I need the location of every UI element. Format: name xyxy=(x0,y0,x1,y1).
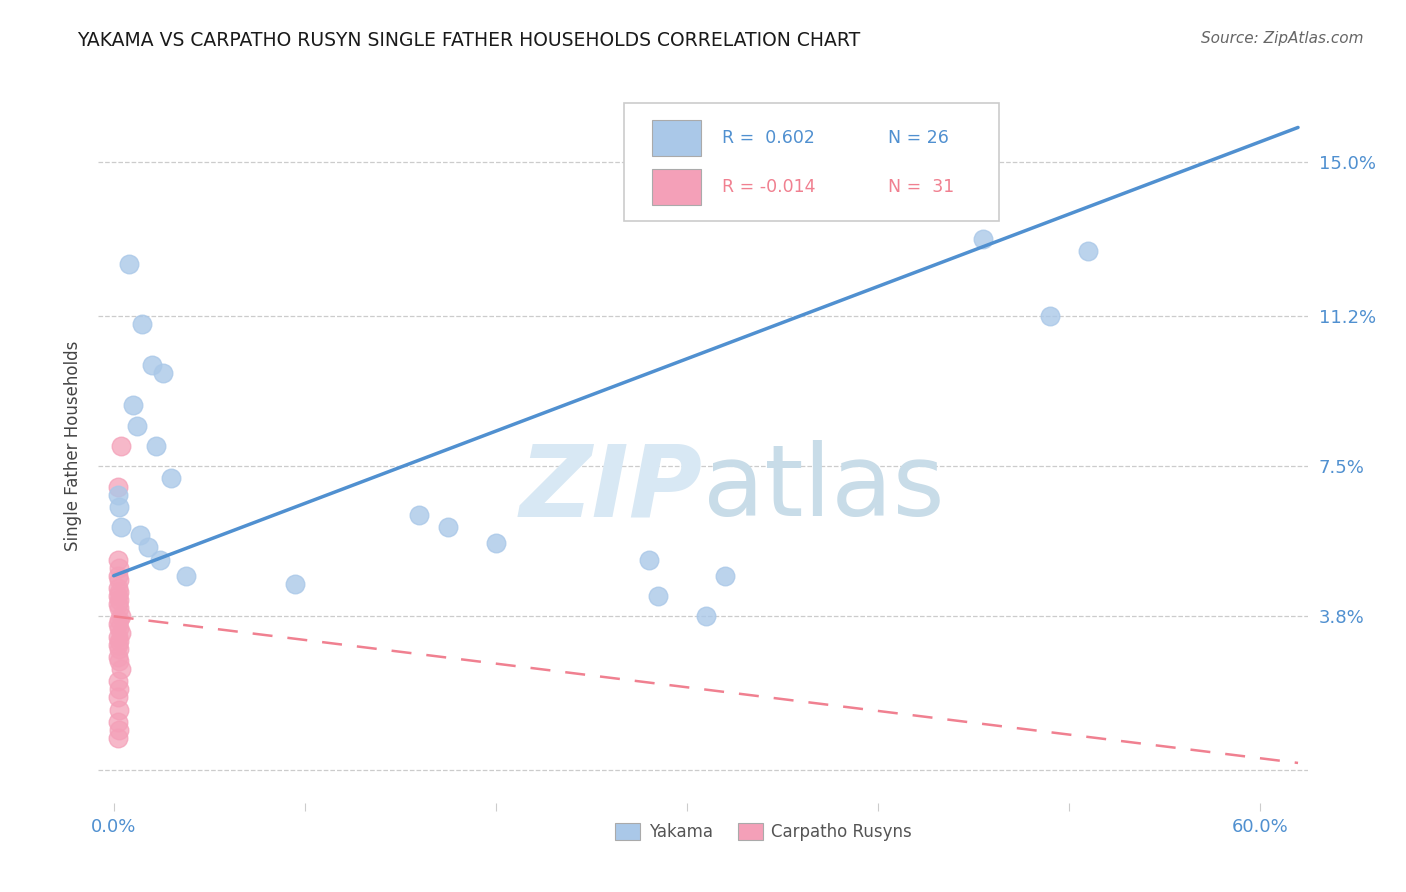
Text: YAKAMA VS CARPATHO RUSYN SINGLE FATHER HOUSEHOLDS CORRELATION CHART: YAKAMA VS CARPATHO RUSYN SINGLE FATHER H… xyxy=(77,31,860,50)
FancyBboxPatch shape xyxy=(624,103,1000,221)
Point xyxy=(110,439,132,453)
Point xyxy=(107,597,129,611)
Text: N = 26: N = 26 xyxy=(889,129,949,147)
Bar xyxy=(652,169,700,204)
Point xyxy=(695,609,717,624)
Point xyxy=(437,520,460,534)
Point xyxy=(152,366,174,380)
Point xyxy=(108,585,131,599)
Point xyxy=(108,682,131,697)
Point xyxy=(408,508,430,522)
Point xyxy=(108,613,131,627)
Point xyxy=(141,358,163,372)
Point xyxy=(647,589,669,603)
Point xyxy=(107,714,129,729)
Point xyxy=(136,541,159,555)
Point xyxy=(284,577,307,591)
Point xyxy=(174,568,197,582)
Point xyxy=(107,674,129,689)
Point xyxy=(108,500,131,514)
Point xyxy=(972,232,994,246)
Point xyxy=(107,630,129,644)
Point xyxy=(714,568,737,582)
Text: atlas: atlas xyxy=(703,441,945,537)
Point xyxy=(107,638,129,652)
Text: R =  0.602: R = 0.602 xyxy=(723,129,815,147)
Point xyxy=(107,479,129,493)
Point xyxy=(1077,244,1099,259)
Point xyxy=(121,399,143,413)
Point xyxy=(129,528,152,542)
Point xyxy=(107,581,129,595)
Point xyxy=(107,617,129,632)
Point xyxy=(110,520,132,534)
Bar xyxy=(652,120,700,156)
Point xyxy=(108,622,131,636)
Point xyxy=(108,560,131,574)
Point xyxy=(108,593,131,607)
Point xyxy=(160,471,183,485)
Point xyxy=(107,649,129,664)
Point xyxy=(485,536,508,550)
Point xyxy=(108,573,131,587)
Point xyxy=(110,662,132,676)
Point xyxy=(125,418,148,433)
Point xyxy=(110,625,132,640)
Point xyxy=(118,256,141,270)
Text: R = -0.014: R = -0.014 xyxy=(723,178,815,195)
Text: ZIP: ZIP xyxy=(520,441,703,537)
Point xyxy=(108,702,131,716)
Point xyxy=(108,654,131,668)
Point xyxy=(637,552,659,566)
Point xyxy=(107,731,129,745)
Point xyxy=(107,568,129,582)
Point xyxy=(108,633,131,648)
Point xyxy=(145,439,167,453)
Point xyxy=(110,609,132,624)
Legend: Yakama, Carpatho Rusyns: Yakama, Carpatho Rusyns xyxy=(609,816,918,848)
Point xyxy=(107,552,129,566)
Point xyxy=(108,601,131,615)
Point xyxy=(107,488,129,502)
Point xyxy=(131,318,153,332)
Text: N =  31: N = 31 xyxy=(889,178,955,195)
Y-axis label: Single Father Households: Single Father Households xyxy=(65,341,83,551)
Point xyxy=(1039,310,1062,324)
Text: Source: ZipAtlas.com: Source: ZipAtlas.com xyxy=(1201,31,1364,46)
Point xyxy=(108,723,131,737)
Point xyxy=(107,589,129,603)
Point xyxy=(148,552,170,566)
Point xyxy=(108,641,131,656)
Point xyxy=(107,690,129,705)
